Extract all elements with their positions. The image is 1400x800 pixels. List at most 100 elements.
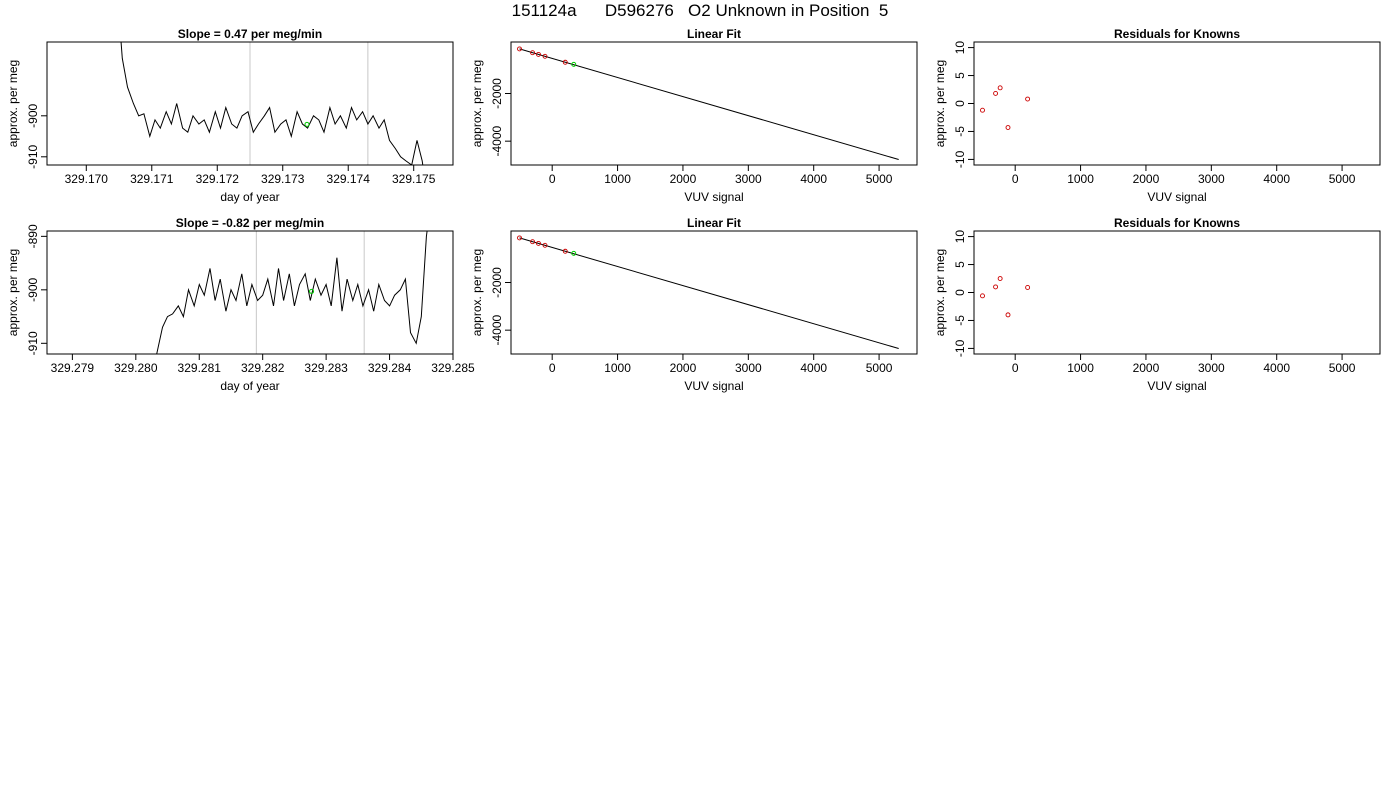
y-axis-label: approx. per meg: [6, 249, 20, 336]
plot-area: [156, 231, 428, 354]
data-point-2: [993, 284, 999, 290]
x-tick-label: 4000: [800, 172, 827, 186]
chart-title: Slope = 0.47 per meg/min: [178, 27, 322, 41]
x-tick-label: 329.283: [304, 361, 348, 375]
x-tick-label: 4000: [1263, 172, 1290, 186]
fit-line: [519, 237, 899, 349]
y-tick-label: -900: [26, 103, 40, 127]
data-point-3: [997, 85, 1003, 91]
highlight-point: [309, 288, 315, 294]
highlight-point: [304, 121, 310, 127]
chart-title: Linear Fit: [687, 27, 741, 41]
fit-line: [519, 48, 899, 160]
x-tick-label: 3000: [1198, 361, 1225, 375]
y-tick-label: -10: [953, 339, 967, 357]
chart-panel-1: 329.170 329.171 329.172 329.173 329.174 329.1…: [6, 27, 454, 204]
x-tick-label: 329.284: [368, 361, 412, 375]
x-axis-label: VUV signal: [1147, 190, 1206, 204]
x-tick-label: 0: [1012, 172, 1019, 186]
highlight-point: [571, 61, 577, 67]
y-axis-label: approx. per meg: [470, 249, 484, 336]
plot-area: [980, 85, 1031, 130]
x-tick-label: 329.280: [114, 361, 158, 375]
data-point-4: [542, 242, 548, 248]
y-tick-label: -10: [953, 150, 967, 168]
plot-area: [120, 42, 424, 165]
plot-frame: [46, 41, 454, 166]
x-tick-label: 329.173: [261, 172, 305, 186]
x-tick-label: 0: [549, 361, 556, 375]
y-tick-label: -5: [953, 126, 967, 137]
data-point-1: [980, 107, 985, 113]
data-point-5: [562, 248, 568, 254]
x-axis-label: VUV signal: [684, 379, 743, 393]
data-point-5: [1025, 285, 1031, 290]
x-axis-label: VUV signal: [684, 190, 743, 204]
data-point-2: [530, 239, 536, 245]
x-axis-label: day of year: [220, 379, 279, 393]
x-tick-label: 1000: [604, 172, 631, 186]
x-tick-label: 4000: [1263, 361, 1290, 375]
x-tick-label: 329.282: [241, 361, 285, 375]
y-axis-label: approx. per meg: [470, 60, 484, 147]
x-tick-label: 3000: [735, 172, 762, 186]
x-tick-label: 5000: [1329, 361, 1356, 375]
data-point-2: [530, 50, 536, 56]
chart-title: Residuals for Knowns: [1114, 216, 1240, 230]
plot-area: [517, 46, 899, 160]
data-point-4: [1005, 125, 1011, 130]
y-tick-label: -2000: [490, 267, 504, 298]
y-tick-label: 10: [953, 230, 967, 244]
x-axis-label: day of year: [220, 190, 279, 204]
x-tick-label: 4000: [800, 361, 827, 375]
page-title: 151124a D596276 O2 Unknown in Position 5: [511, 1, 889, 20]
y-tick-label: 10: [953, 41, 967, 55]
series-line: [156, 231, 428, 354]
chart-title: Linear Fit: [687, 216, 741, 230]
x-tick-label: 5000: [866, 172, 893, 186]
data-point-3: [536, 240, 541, 246]
y-tick-label: -2000: [490, 78, 504, 109]
highlight-point: [571, 250, 577, 256]
y-tick-label: -5: [953, 315, 967, 326]
plot-frame: [510, 230, 918, 355]
chart-title: Residuals for Knowns: [1114, 27, 1240, 41]
plot-frame: [973, 230, 1381, 355]
data-point-1: [980, 293, 985, 299]
x-tick-label: 1000: [604, 361, 631, 375]
y-axis-label: approx. per meg: [933, 60, 947, 147]
x-tick-label: 3000: [735, 361, 762, 375]
series-line: [120, 42, 424, 165]
y-axis-label: approx. per meg: [6, 60, 20, 147]
chart-panel-3: 0 1000 2000 3000 4000 5000 -10 -5 0 5 10 Residuals …: [933, 27, 1381, 204]
plot-area: [517, 235, 899, 349]
chart-panel-6: 0 1000 2000 3000 4000 5000 -10 -5 0 5 10 Residuals …: [933, 216, 1381, 393]
plot-frame: [510, 41, 918, 166]
data-point-4: [542, 53, 548, 59]
data-point-2: [993, 90, 999, 96]
x-tick-label: 1000: [1067, 361, 1094, 375]
x-tick-label: 329.285: [431, 361, 475, 375]
y-tick-label: -4000: [490, 314, 504, 345]
y-axis-label: approx. per meg: [933, 249, 947, 336]
data-point-1: [517, 46, 522, 52]
x-tick-label: 329.172: [196, 172, 240, 186]
x-tick-label: 5000: [1329, 172, 1356, 186]
chart-panel-4: 329.279 329.280 329.281 329.282 329.283 329.2…: [6, 216, 475, 393]
y-tick-label: 5: [953, 261, 967, 268]
data-point-1: [517, 235, 522, 241]
y-tick-label: -890: [26, 224, 40, 248]
x-tick-label: 1000: [1067, 172, 1094, 186]
data-point-5: [562, 59, 568, 65]
plot-area: [980, 276, 1031, 318]
x-tick-label: 329.279: [51, 361, 95, 375]
x-tick-label: 329.171: [130, 172, 174, 186]
data-point-3: [536, 51, 541, 57]
x-tick-label: 329.170: [65, 172, 109, 186]
x-tick-label: 3000: [1198, 172, 1225, 186]
x-tick-label: 2000: [670, 172, 697, 186]
y-tick-label: 0: [953, 100, 967, 107]
y-tick-label: -4000: [490, 125, 504, 156]
x-tick-label: 329.175: [392, 172, 436, 186]
